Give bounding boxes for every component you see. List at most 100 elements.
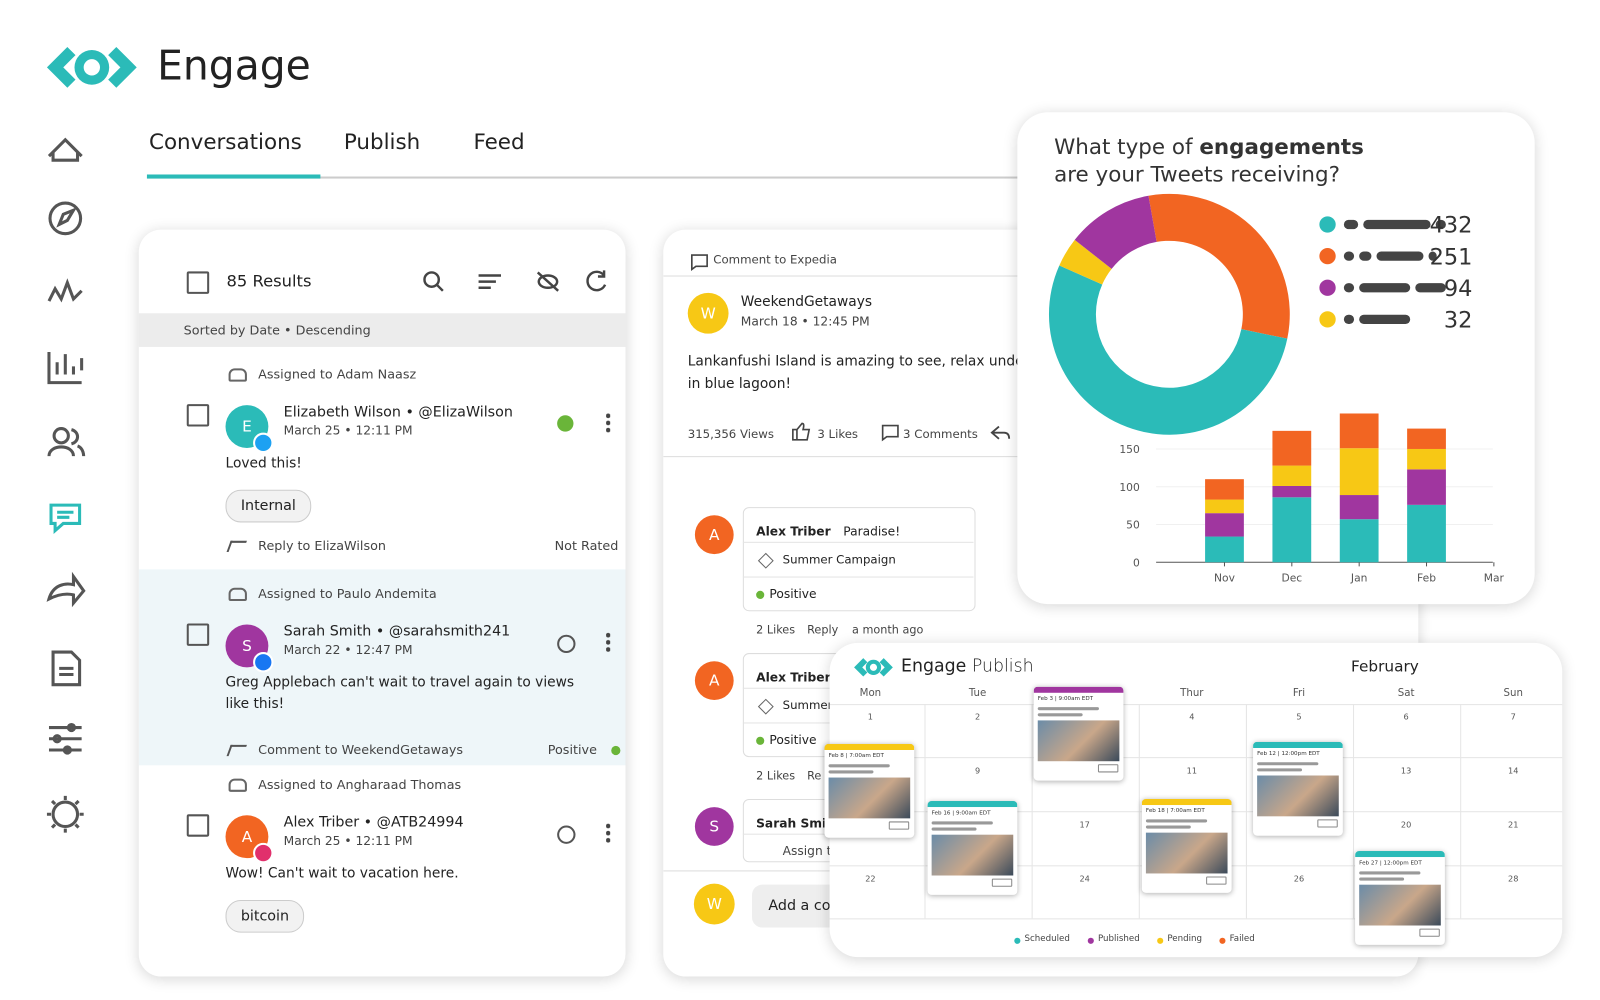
legend-bar — [1359, 283, 1411, 293]
select-all[interactable] — [186, 271, 210, 294]
card-icons — [1206, 876, 1227, 885]
title-text: What type of — [1054, 134, 1193, 160]
legend-dot — [1319, 279, 1336, 296]
checkbox[interactable] — [186, 814, 210, 837]
bar-segment — [1339, 519, 1379, 563]
post-date: March 18 • 12:45 PM — [740, 314, 870, 329]
legend-bar — [1415, 283, 1446, 293]
item-highlight — [138, 569, 626, 766]
status-icon — [557, 634, 576, 654]
checkbox[interactable] — [186, 623, 210, 646]
weekday: Tue — [968, 687, 987, 699]
post-likes: 3 Likes — [817, 426, 859, 441]
card-icons — [888, 821, 910, 830]
tag[interactable]: bitcoin — [225, 899, 305, 933]
author: Elizabeth Wilson • @ElizaWilson — [283, 404, 513, 421]
post-time: Feb 18 | 7:00am EDT — [1145, 808, 1205, 815]
date: 4 — [1189, 712, 1195, 722]
comment-reply[interactable]: Re — [807, 769, 822, 783]
kebab[interactable] — [606, 412, 611, 433]
x-tick-label: Jan — [1350, 572, 1368, 585]
bar-segment — [1272, 497, 1312, 563]
tab[interactable]: Feed — [473, 129, 525, 155]
network-badge — [253, 842, 274, 864]
tab[interactable]: Publish — [343, 129, 421, 155]
checkbox[interactable] — [186, 404, 210, 427]
y-tick-label: 150 — [1119, 443, 1140, 456]
legend-label: Pending — [1167, 933, 1203, 944]
share-icon[interactable] — [990, 423, 1012, 441]
author: Sarah Smith • @sarahsmith241 — [283, 623, 511, 640]
legend-label: Published — [1097, 933, 1140, 944]
post-image — [1359, 884, 1441, 926]
comments-icon[interactable] — [881, 423, 901, 442]
tab-active[interactable]: Conversations — [148, 129, 302, 155]
message: Greg Applebach can't wait to travel agai… — [225, 674, 575, 691]
assigned: Assigned to Adam Naasz — [258, 366, 417, 382]
sentiment: Positive — [769, 586, 817, 602]
status-icon — [557, 825, 576, 844]
comment-reply[interactable]: Reply — [807, 623, 839, 637]
legend-bar — [1359, 251, 1372, 261]
donut-slice — [1074, 195, 1157, 269]
legend-bar — [1376, 251, 1424, 261]
reply[interactable]: Comment to WeekendGetaways — [258, 741, 464, 758]
comment-tag: Summer — [782, 697, 833, 713]
avatar: A — [694, 661, 734, 700]
bar-segment — [1205, 513, 1244, 537]
post-card[interactable]: Feb 18 | 7:00am EDT — [1141, 798, 1232, 893]
date: 6 — [1403, 712, 1409, 722]
reply[interactable]: Reply to ElizaWilson — [258, 537, 387, 554]
sentiment-dot — [756, 590, 765, 599]
post-text: Lankanfushi Island is amazing to see, re… — [687, 353, 1024, 370]
y-tick-label: 100 — [1119, 481, 1140, 494]
message: like this! — [225, 695, 285, 713]
avatar: W — [687, 292, 729, 334]
post-views: 315,356 Views — [687, 426, 774, 441]
comment-tag: Summer Campaign — [782, 552, 896, 567]
kebab[interactable] — [606, 822, 611, 843]
row-line — [829, 704, 1563, 706]
x-tick-label: Nov — [1214, 572, 1236, 585]
donut-slice — [1059, 239, 1112, 285]
post-image — [1145, 832, 1228, 874]
bar-segment — [1407, 504, 1446, 563]
legend-value: 432 — [1430, 213, 1473, 239]
post-card[interactable]: Feb 3 | 9:00am EDT — [1033, 686, 1124, 781]
like-icon[interactable] — [791, 421, 813, 441]
legend-dot — [1219, 937, 1226, 944]
avatar: A — [694, 515, 734, 555]
weekday: Sun — [1503, 687, 1523, 699]
legend-label: Failed — [1229, 933, 1255, 944]
product: Publish — [971, 656, 1034, 677]
post-comments: 3 Comments — [903, 426, 978, 441]
post-card[interactable]: Feb 16 | 9:00am EDT — [927, 801, 1018, 895]
date: 5 — [1296, 712, 1302, 722]
assign: Assign t — [782, 843, 832, 859]
message: Wow! Can't wait to vacation here. — [225, 865, 459, 882]
weekday: Fri — [1292, 687, 1306, 699]
kebab[interactable] — [606, 631, 611, 653]
date: 24 — [1079, 874, 1090, 884]
avatar: S — [694, 807, 734, 846]
tag[interactable]: Internal — [225, 489, 312, 523]
post-card[interactable]: Feb 8 | 7:00am EDT — [824, 743, 915, 838]
card-divider — [742, 576, 974, 578]
text-line — [1257, 762, 1319, 766]
legend-bar — [1435, 219, 1446, 230]
calendar-month: February — [1351, 657, 1419, 676]
post-card[interactable]: Feb 27 | 12:00pm EDT — [1355, 851, 1445, 945]
legend-dot — [1014, 937, 1021, 944]
logo — [46, 46, 137, 88]
date: 20 — [1400, 820, 1412, 830]
card-icons — [1419, 928, 1440, 937]
post-card[interactable]: Feb 12 | 12:00pm EDT — [1253, 741, 1343, 836]
text-line — [828, 764, 890, 768]
legend-dot — [1087, 937, 1094, 944]
toolbar-icons[interactable] — [419, 268, 613, 297]
legend-bar — [1343, 314, 1355, 324]
author: Alex Triber • @ATB24994 — [283, 814, 464, 831]
compose-placeholder[interactable]: Add a co — [768, 897, 831, 915]
card-divider — [742, 541, 974, 543]
